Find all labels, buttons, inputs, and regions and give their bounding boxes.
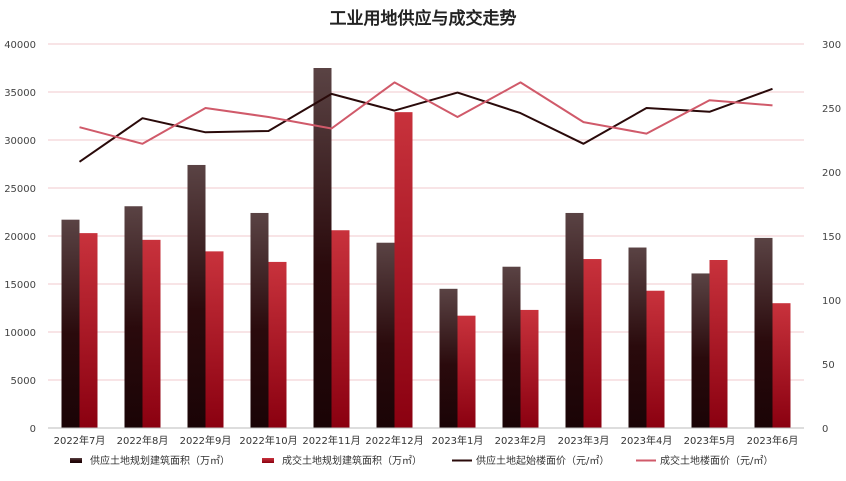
y-left-tick-label: 25000 (4, 184, 36, 195)
y-right-tick-label: 150 (822, 232, 841, 243)
supply-area-bar (250, 212, 269, 428)
legend-label: 成交土地规划建筑面积（万㎡） (282, 454, 422, 467)
supply-area-bar (124, 206, 143, 428)
y-left-tick-label: 5000 (11, 376, 36, 387)
axes: 0 5000 10000 15000 20000 25000 30000 35000 40000… (4, 40, 841, 447)
supply-area-bar (628, 247, 647, 428)
deal-price-line (79, 81, 773, 145)
legend-label: 供应土地起始楼面价（元/㎡） (476, 454, 609, 467)
y-right-tick-label: 100 (822, 296, 841, 307)
legend-label: 成交土地楼面价（元/㎡） (660, 454, 773, 467)
deal-area-bar (268, 261, 287, 428)
y-right-tick-label: 300 (822, 40, 841, 51)
legend-swatch (262, 458, 274, 463)
x-tick-label: 2022年7月 (54, 434, 106, 447)
y-left-tick-label: 15000 (4, 280, 36, 291)
supply-area-bar (502, 266, 521, 428)
x-tick-label: 2022年12月 (365, 434, 423, 447)
y-right-tick-label: 50 (822, 360, 835, 371)
y-left-tick-label: 35000 (4, 88, 36, 99)
line-series-group (78, 81, 773, 163)
x-tick-label: 2023年4月 (621, 434, 673, 447)
bar-series-group (61, 68, 791, 428)
deal-area-bar (709, 260, 728, 428)
supply-area-bar (187, 164, 206, 428)
x-tick-label: 2023年6月 (747, 434, 799, 447)
legend-item: 成交土地楼面价（元/㎡） (636, 454, 773, 467)
legend-item: 供应土地起始楼面价（元/㎡） (452, 454, 609, 467)
x-tick-label: 2022年11月 (302, 434, 360, 447)
deal-area-bar (142, 239, 161, 428)
x-tick-label: 2022年9月 (180, 434, 232, 447)
x-tick-label: 2023年2月 (495, 434, 547, 447)
deal-area-bar (205, 251, 224, 428)
supply-area-bar (565, 212, 584, 428)
y-right-tick-label: 200 (822, 168, 841, 179)
legend: 供应土地规划建筑面积（万㎡） 成交土地规划建筑面积（万㎡） 供应土地起始楼面价（元/… (70, 454, 773, 467)
supply-area-bar (439, 288, 458, 428)
deal-area-bar (79, 233, 98, 428)
chart-title: 工业用地供应与成交走势 (330, 8, 517, 29)
supply-area-bar (61, 219, 80, 428)
y-left-tick-label: 20000 (4, 232, 36, 243)
y-right-tick-label: 250 (822, 104, 841, 115)
deal-area-bar (772, 303, 791, 428)
supply-area-bar (376, 242, 395, 428)
x-tick-label: 2023年5月 (684, 434, 736, 447)
y-left-tick-label: 40000 (4, 40, 36, 51)
legend-item: 成交土地规划建筑面积（万㎡） (262, 454, 422, 467)
supply-area-bar (691, 273, 710, 428)
legend-item: 供应土地规划建筑面积（万㎡） (70, 454, 230, 467)
deal-area-bar (583, 259, 602, 428)
legend-swatch (70, 458, 82, 463)
y-left-tick-label: 0 (30, 424, 36, 435)
deal-area-bar (394, 112, 413, 428)
x-tick-label: 2022年8月 (117, 434, 169, 447)
x-tick-label: 2022年10月 (239, 434, 297, 447)
deal-area-bar (646, 290, 665, 428)
supply-area-bar (754, 237, 773, 428)
deal-area-bar (457, 315, 476, 428)
deal-area-bar (520, 309, 539, 428)
legend-label: 供应土地规划建筑面积（万㎡） (90, 454, 230, 467)
y-right-tick-label: 0 (822, 424, 828, 435)
deal-area-bar (331, 230, 350, 428)
x-tick-label: 2023年1月 (432, 434, 484, 447)
x-tick-label: 2023年3月 (558, 434, 610, 447)
supply-price-line (78, 87, 773, 163)
y-left-tick-label: 10000 (4, 328, 36, 339)
supply-area-bar (313, 68, 332, 428)
gridlines (48, 43, 804, 381)
y-left-tick-label: 30000 (4, 136, 36, 147)
